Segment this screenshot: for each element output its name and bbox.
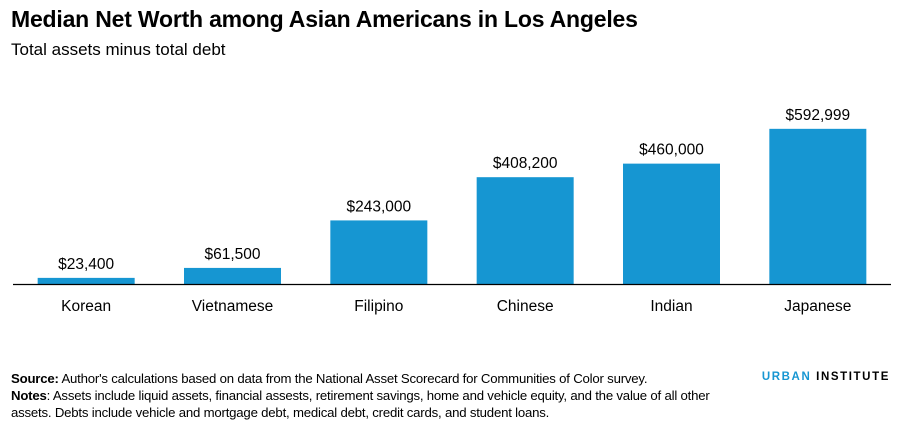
bar-vietnamese xyxy=(184,267,281,284)
notes-label: Notes xyxy=(11,388,47,403)
data-label: $460,000 xyxy=(639,142,704,159)
bar-chinese xyxy=(476,177,574,284)
data-label: $61,500 xyxy=(204,246,260,263)
bar-japanese xyxy=(769,128,867,284)
source-text: Author's calculations based on data from… xyxy=(58,371,648,386)
x-tick-label: Filipino xyxy=(354,298,403,315)
bar-indian xyxy=(623,163,720,284)
notes-text: : Assets include liquid assets, financia… xyxy=(11,388,710,420)
x-tick-label: Vietnamese xyxy=(192,298,274,315)
urban-institute-logo: URBAN INSTITUTE xyxy=(761,371,890,383)
x-tick-label: Indian xyxy=(650,298,692,315)
footnotes: Source: Author's calculations based on d… xyxy=(11,370,751,421)
chart-subtitle: Total assets minus total debt xyxy=(11,40,226,59)
bar-filipino xyxy=(330,220,428,284)
data-label: $592,999 xyxy=(786,107,851,124)
bar-chart: $23,400 Korean $61,500 Vietnamese $243,000 Fi… xyxy=(13,107,891,315)
notes-note: Notes: Assets include liquid assets, fin… xyxy=(11,387,751,421)
x-tick-label: Korean xyxy=(61,298,111,315)
source-note: Source: Author's calculations based on d… xyxy=(11,370,751,387)
x-tick-label: Japanese xyxy=(784,298,851,315)
chart-title: Median Net Worth among Asian Americans i… xyxy=(11,6,638,32)
data-label: $408,200 xyxy=(493,155,558,172)
data-label: $23,400 xyxy=(58,256,114,273)
data-label: $243,000 xyxy=(347,198,412,215)
x-tick-label: Chinese xyxy=(497,298,554,315)
source-label: Source: xyxy=(11,371,59,386)
bar-korean xyxy=(37,277,135,284)
